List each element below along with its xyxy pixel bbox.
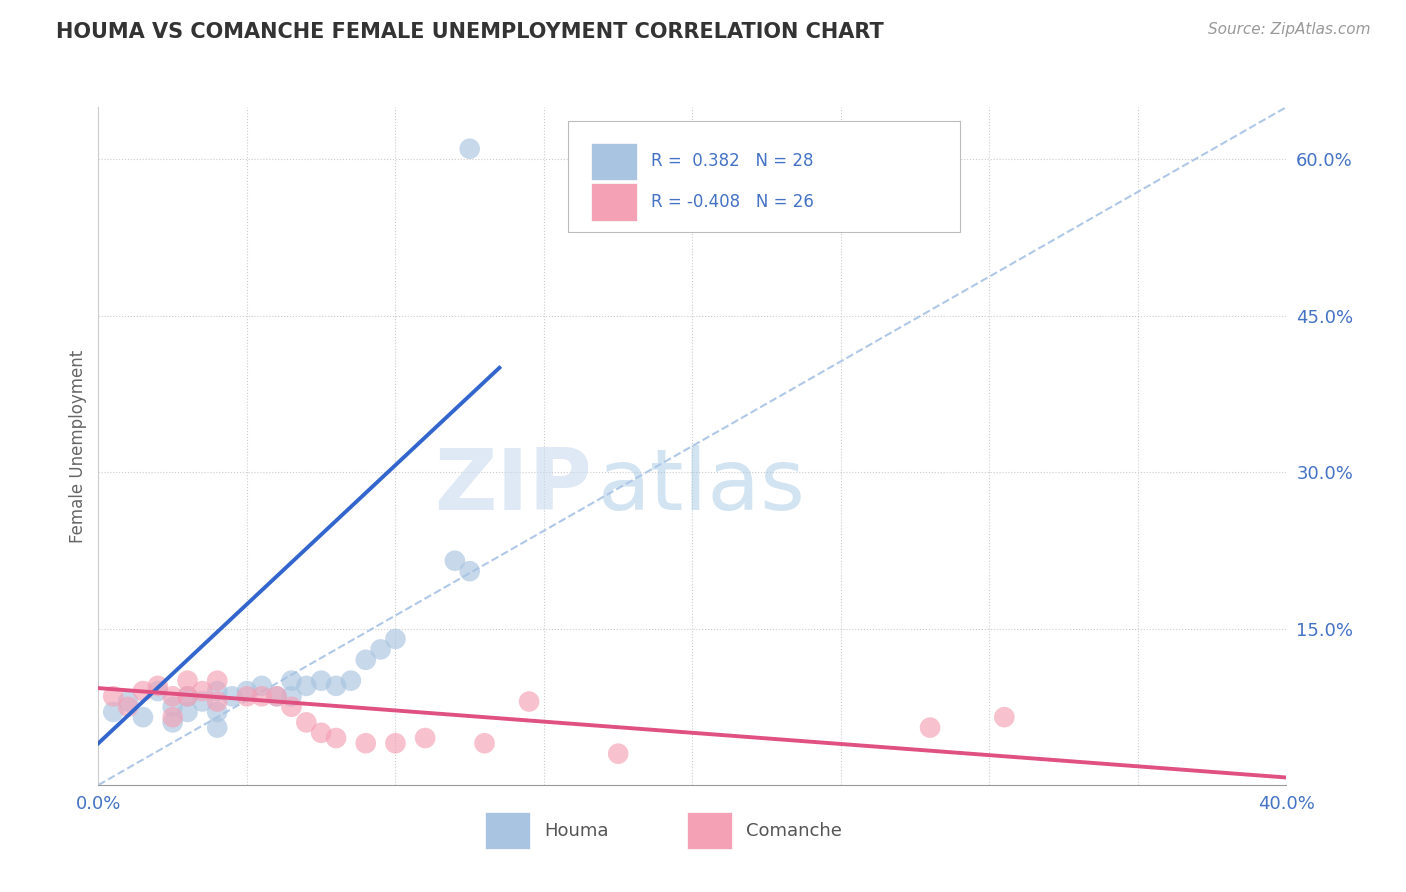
Point [176, 673, 198, 688]
Point [132, 710, 155, 724]
Bar [686, 812, 731, 849]
Point [207, 721, 229, 735]
Point [384, 736, 406, 750]
Point [207, 705, 229, 719]
Point [162, 690, 184, 704]
Point [117, 694, 139, 708]
Point [354, 736, 377, 750]
Point [309, 673, 332, 688]
Point [117, 699, 139, 714]
Point [993, 710, 1015, 724]
Text: R =  0.382   N = 28: R = 0.382 N = 28 [651, 153, 814, 170]
Point [191, 694, 214, 708]
Point [340, 673, 363, 688]
Point [354, 653, 377, 667]
Point [384, 632, 406, 646]
Point [146, 679, 169, 693]
Text: HOUMA VS COMANCHE FEMALE UNEMPLOYMENT CORRELATION CHART: HOUMA VS COMANCHE FEMALE UNEMPLOYMENT CO… [56, 22, 884, 42]
Point [280, 699, 302, 714]
Point [266, 690, 288, 704]
Point [458, 142, 481, 156]
Point [207, 684, 229, 698]
Point [325, 679, 347, 693]
Point [191, 684, 214, 698]
Point [250, 679, 273, 693]
Point [221, 690, 243, 704]
Point [162, 699, 184, 714]
Bar [485, 812, 530, 849]
Point [103, 705, 125, 719]
Point [920, 721, 942, 735]
Point [517, 694, 540, 708]
Point [607, 747, 630, 761]
Point [103, 690, 125, 704]
Point [458, 564, 481, 578]
Point [176, 705, 198, 719]
Text: atlas: atlas [598, 445, 806, 528]
Text: Comanche: Comanche [747, 822, 842, 840]
Text: Source: ZipAtlas.com: Source: ZipAtlas.com [1208, 22, 1371, 37]
Point [474, 736, 496, 750]
Point [162, 715, 184, 730]
Point [162, 710, 184, 724]
Y-axis label: Female Unemployment: Female Unemployment [69, 350, 87, 542]
Point [250, 690, 273, 704]
Point [280, 673, 302, 688]
Text: Houma: Houma [544, 822, 609, 840]
Point [325, 731, 347, 745]
Point [443, 554, 465, 568]
Bar [592, 183, 637, 220]
Point [236, 684, 259, 698]
Point [132, 684, 155, 698]
Point [176, 690, 198, 704]
Point [176, 690, 198, 704]
Point [309, 726, 332, 740]
Point [413, 731, 436, 745]
Text: ZIP: ZIP [433, 445, 592, 528]
Point [266, 690, 288, 704]
Text: R = -0.408   N = 26: R = -0.408 N = 26 [651, 193, 814, 211]
Bar [592, 143, 637, 180]
Point [146, 684, 169, 698]
Point [295, 679, 318, 693]
Point [280, 690, 302, 704]
Point [236, 690, 259, 704]
Point [207, 673, 229, 688]
Point [207, 694, 229, 708]
Point [370, 642, 392, 657]
Point [295, 715, 318, 730]
FancyBboxPatch shape [568, 120, 960, 233]
